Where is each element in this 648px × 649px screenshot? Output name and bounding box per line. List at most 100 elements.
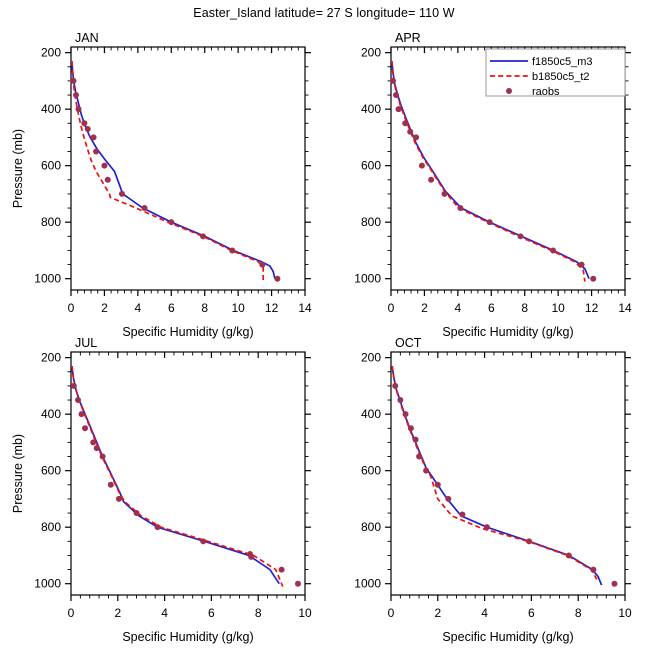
- raobs-point: [402, 120, 409, 127]
- raobs-point: [70, 382, 77, 389]
- raobs-point: [200, 233, 207, 240]
- panel-label-jan: JAN: [75, 31, 99, 45]
- series-b1850c5_t2: [390, 61, 586, 282]
- raobs-point: [390, 77, 397, 84]
- raobs-point: [486, 219, 493, 226]
- x-tick-label: 2: [434, 606, 441, 620]
- raobs-point: [90, 439, 97, 446]
- x-tick-label: 4: [481, 606, 488, 620]
- raobs-point: [200, 538, 207, 545]
- x-axis-label: Specific Humidity (g/kg): [442, 630, 573, 644]
- raobs-point: [141, 205, 148, 212]
- series-raobs-markers: [392, 382, 618, 587]
- raobs-point: [550, 247, 557, 254]
- raobs-point: [459, 511, 466, 518]
- y-tick-label: 400: [41, 407, 61, 421]
- y-tick-label: 800: [41, 520, 61, 534]
- x-tick-label: 14: [298, 301, 312, 315]
- x-tick-label: 10: [551, 301, 565, 315]
- plot-frame: [70, 351, 306, 596]
- x-tick-label: 6: [528, 606, 535, 620]
- raobs-point: [84, 125, 91, 132]
- y-tick-label: 400: [361, 102, 381, 116]
- raobs-point: [578, 261, 585, 268]
- raobs-point: [229, 247, 236, 254]
- y-tick-label: 1000: [354, 577, 381, 591]
- x-axis-label: Specific Humidity (g/kg): [122, 325, 253, 339]
- raobs-point: [434, 481, 441, 488]
- raobs-point: [70, 77, 77, 84]
- x-axis-label: Specific Humidity (g/kg): [442, 325, 573, 339]
- y-tick-label: 800: [41, 215, 61, 229]
- panel-jul: 0 2 4 6 8 10 200 400 600 800 1000 JUL Specific Humid…: [11, 336, 312, 644]
- raobs-point: [118, 190, 125, 197]
- raobs-point: [428, 176, 435, 183]
- legend-item-b1850c5_t2[interactable]: b1850c5_t2: [490, 71, 590, 83]
- panel-jan: 0 2 4 6 8 10 12 14 200 400 600 800 1000 JAN Specific H…: [11, 31, 312, 339]
- series-b1850c5_t2: [71, 366, 284, 587]
- plot-frame: [70, 46, 306, 291]
- panel-apr: 0 2 4 6 8 10 12 14 200 400 600 800 1000 APR Specific H…: [354, 31, 632, 339]
- raobs-point: [101, 162, 108, 169]
- legend-item-f1850c5_m3[interactable]: f1850c5_m3: [490, 56, 593, 68]
- raobs-point: [81, 120, 88, 127]
- raobs-point: [274, 275, 281, 282]
- raobs-point: [259, 261, 266, 268]
- raobs-point: [397, 397, 404, 404]
- x-tick-label: 6: [488, 301, 495, 315]
- raobs-point: [248, 553, 255, 560]
- y-axis-label: Pressure (mb): [11, 434, 25, 513]
- raobs-point: [168, 219, 175, 226]
- plot-frame: [390, 351, 626, 596]
- raobs-point: [99, 453, 106, 460]
- raobs-point: [82, 425, 89, 432]
- y-tick-label: 800: [361, 520, 381, 534]
- panel-oct: 0 2 4 6 8 10 200 400 600 800 1000 OCT Specific Humid…: [354, 336, 632, 644]
- x-tick-label: 4: [455, 301, 462, 315]
- x-tick-label: 6: [208, 606, 215, 620]
- x-tick-label: 8: [575, 606, 582, 620]
- x-tick-label: 2: [421, 301, 428, 315]
- x-tick-label: 0: [388, 606, 395, 620]
- y-tick-label: 600: [41, 159, 61, 173]
- y-tick-label: 800: [361, 215, 381, 229]
- figure-title: Easter_Island latitude= 27 S longitude= …: [193, 6, 455, 20]
- raobs-point: [73, 92, 80, 99]
- raobs-point: [412, 436, 419, 443]
- raobs-point: [115, 495, 122, 502]
- plot-frame: [390, 46, 626, 291]
- x-tick-label: 0: [68, 606, 75, 620]
- x-tick-label: 2: [114, 606, 121, 620]
- y-tick-label: 200: [361, 46, 381, 60]
- y-tick-label: 200: [41, 351, 61, 365]
- raobs-point: [565, 552, 572, 559]
- x-tick-label: 10: [231, 301, 245, 315]
- panel-label-oct: OCT: [395, 336, 422, 350]
- raobs-point: [75, 397, 82, 404]
- legend-label: b1850c5_t2: [532, 71, 590, 83]
- y-tick-label: 1000: [34, 577, 61, 591]
- legend-item-raobs[interactable]: raobs: [506, 86, 560, 98]
- x-tick-label: 10: [298, 606, 312, 620]
- raobs-point: [611, 580, 618, 587]
- raobs-point: [407, 128, 414, 135]
- x-tick-label: 8: [255, 606, 262, 620]
- x-axis-label: Specific Humidity (g/kg): [122, 630, 253, 644]
- raobs-point: [294, 580, 301, 587]
- y-tick-label: 1000: [34, 272, 61, 286]
- raobs-point: [445, 495, 452, 502]
- y-tick-label: 400: [41, 102, 61, 116]
- raobs-point: [590, 566, 597, 573]
- raobs-point: [457, 205, 464, 212]
- raobs-point: [413, 134, 420, 141]
- y-tick-label: 600: [41, 464, 61, 478]
- raobs-point: [590, 275, 597, 282]
- x-tick-label: 4: [161, 606, 168, 620]
- y-axis-label: Pressure (mb): [11, 129, 25, 208]
- raobs-point: [517, 233, 524, 240]
- series-raobs-markers: [70, 382, 301, 587]
- x-tick-label: 10: [618, 606, 632, 620]
- x-tick-label: 12: [585, 301, 599, 315]
- raobs-point: [392, 382, 399, 389]
